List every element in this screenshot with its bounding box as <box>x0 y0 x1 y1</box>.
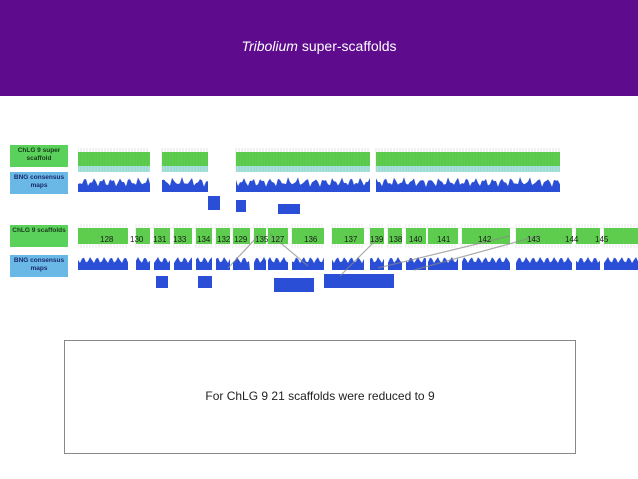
bng-coverage-row2 <box>254 257 266 270</box>
scaffold-connector <box>227 233 261 269</box>
bng-map-block <box>278 204 300 214</box>
slide-title: Tribolium super-scaffolds <box>0 38 638 54</box>
scaffold-number-label: 135 <box>255 235 269 244</box>
scaffold-number-label: 138 <box>389 235 403 244</box>
bng-coverage-row2 <box>216 257 230 270</box>
bng-coverage-row2 <box>604 257 638 270</box>
scaffold-number-label: 130 <box>130 235 144 244</box>
scaffold-number-label: 139 <box>370 235 384 244</box>
bng-coverage-row2 <box>576 257 600 270</box>
title-rest: super-scaffolds <box>297 38 397 54</box>
bng-map-block-lower <box>198 276 212 288</box>
title-species: Tribolium <box>241 38 298 54</box>
bng-map-block-lower <box>156 276 168 288</box>
label-super-scaffold: ChLG 9 super scaffold <box>10 145 68 167</box>
super-scaffold-track <box>162 152 208 166</box>
scaffold-segment <box>370 228 384 244</box>
scaffold-number-label: 144 <box>565 235 579 244</box>
scaffold-segment <box>233 228 250 244</box>
bng-coverage-row2 <box>174 257 192 270</box>
bng-coverage-row2 <box>78 257 128 270</box>
bng-map-block <box>236 200 246 212</box>
label-scaffolds: ChLG 9 scaffolds <box>10 225 68 247</box>
scaffold-segment <box>136 228 150 244</box>
scaffold-segment <box>78 228 128 244</box>
bng-map-block <box>208 196 220 210</box>
scaffold-segment <box>388 228 402 244</box>
bng-map-block-lower <box>324 274 394 288</box>
scaffold-number-label: 128 <box>100 235 114 244</box>
scaffold-number-label: 127 <box>271 235 285 244</box>
scaffold-number-label: 131 <box>153 235 167 244</box>
scaffold-number-label: 141 <box>437 235 451 244</box>
bng-coverage-row2 <box>332 257 364 270</box>
bng-coverage-row2 <box>370 257 384 270</box>
bng-coverage-row1 <box>78 177 150 192</box>
bng-coverage-row2 <box>233 257 250 270</box>
scaffold-number-label: 129 <box>234 235 248 244</box>
bng-coverage-row1 <box>376 177 560 192</box>
scaffold-number-label: 133 <box>173 235 187 244</box>
bng-coverage-row1 <box>162 177 208 192</box>
super-scaffold-track <box>376 152 560 166</box>
scaffold-connector <box>413 235 539 271</box>
scaffold-segment <box>516 228 572 244</box>
scaffold-number-label: 142 <box>478 235 492 244</box>
scaffold-number-label: 132 <box>217 235 231 244</box>
caption-box: For ChLG 9 21 scaffolds were reduced to … <box>64 340 576 454</box>
super-scaffold-cyan-band <box>236 166 370 172</box>
caption-text: For ChLG 9 21 scaffolds were reduced to … <box>205 389 435 403</box>
bng-coverage-row2 <box>136 257 150 270</box>
super-scaffold-track <box>236 152 370 166</box>
scaffold-segment <box>216 228 230 244</box>
bng-map-block-lower <box>274 278 314 292</box>
scaffold-segment <box>604 228 638 244</box>
scaffold-connector <box>377 235 511 269</box>
bng-coverage-row2 <box>516 257 572 270</box>
label-bng-maps-1: BNG consensus maps <box>10 172 68 194</box>
bng-coverage-row2 <box>196 257 212 270</box>
bng-coverage-row2 <box>154 257 170 270</box>
super-scaffold-cyan-band <box>376 166 560 172</box>
scaffold-number-label: 136 <box>304 235 318 244</box>
scaffold-number-label: 134 <box>197 235 211 244</box>
title-banner: Tribolium super-scaffolds <box>0 0 638 96</box>
alignment-figure: 128 130 131 133 134 132 129 135 127 136 137 139 138 1… <box>77 138 638 298</box>
scaffold-connector <box>339 237 379 277</box>
super-scaffold-cyan-band <box>162 166 208 172</box>
scaffold-connector <box>269 233 309 267</box>
bng-coverage-row2 <box>292 257 324 270</box>
scaffold-number-label: 145 <box>595 235 609 244</box>
label-bng-maps-2: BNG consensus maps <box>10 255 68 277</box>
bng-coverage-row1 <box>236 177 370 192</box>
bng-coverage-row2 <box>268 257 288 270</box>
scaffold-number-label: 137 <box>344 235 358 244</box>
scaffold-number-label: 140 <box>409 235 423 244</box>
bng-coverage-row2 <box>462 257 510 270</box>
scaffold-number-label: 143 <box>527 235 541 244</box>
alignment-svg: 128 130 131 133 134 132 129 135 127 136 137 139 138 1… <box>77 148 638 292</box>
